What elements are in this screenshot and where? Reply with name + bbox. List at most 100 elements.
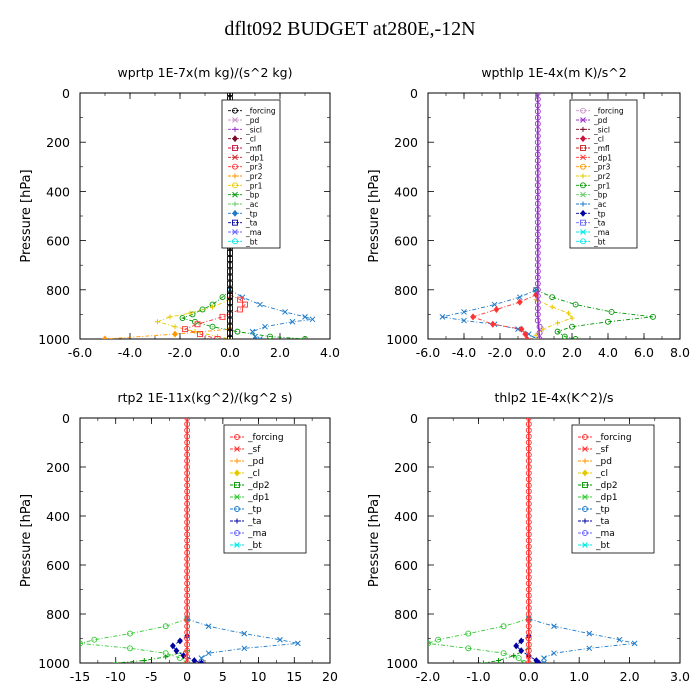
legend-marker bbox=[232, 182, 238, 189]
y-tick-label: 0 bbox=[62, 411, 70, 426]
series-marker bbox=[184, 531, 191, 538]
y-tick-label: 400 bbox=[46, 184, 70, 199]
legend-marker bbox=[580, 135, 586, 143]
panel-3: rtp2 1E-11x(kg^2)/(kg^2 s) Pressure [hPa]… bbox=[19, 390, 338, 684]
series-marker bbox=[489, 320, 496, 328]
y-tick-label: 800 bbox=[46, 607, 70, 622]
series-marker bbox=[184, 513, 191, 519]
series-line-tp bbox=[229, 289, 313, 339]
series-marker bbox=[227, 329, 233, 336]
legend-label: _bt bbox=[245, 237, 258, 246]
y-tick-label: 1000 bbox=[38, 656, 70, 671]
legend-marker bbox=[580, 209, 586, 217]
legend-label: _bt bbox=[593, 237, 606, 246]
y-tick-label: 800 bbox=[46, 283, 70, 298]
series-marker bbox=[295, 640, 301, 647]
series-marker bbox=[184, 568, 191, 575]
series-marker bbox=[534, 237, 541, 244]
series-marker bbox=[511, 653, 517, 659]
series-marker bbox=[525, 457, 532, 464]
legend-marker bbox=[580, 201, 586, 207]
legend-label: _pr2 bbox=[245, 172, 263, 181]
series-marker bbox=[534, 305, 541, 312]
legend-label: _tp bbox=[595, 505, 610, 515]
legend-marker bbox=[232, 117, 238, 123]
legend-label: _tp bbox=[247, 505, 262, 515]
series-marker bbox=[534, 182, 541, 189]
legend-label: _bt bbox=[595, 541, 610, 551]
series-marker bbox=[631, 640, 638, 647]
series-marker bbox=[525, 488, 532, 495]
series-marker bbox=[534, 145, 541, 152]
series-marker bbox=[534, 274, 541, 281]
x-tick-label: 0.0 bbox=[526, 345, 546, 360]
series-marker bbox=[533, 336, 539, 339]
x-tick-label: -2.0 bbox=[168, 345, 192, 360]
series-line-pr3 bbox=[471, 294, 537, 339]
legend-marker bbox=[234, 542, 240, 548]
series-marker bbox=[524, 335, 530, 339]
x-tick-label: -6.0 bbox=[68, 345, 92, 360]
series-marker bbox=[141, 658, 147, 663]
series-marker bbox=[184, 647, 191, 654]
legend-marker bbox=[234, 446, 240, 452]
series-marker bbox=[227, 280, 233, 287]
legend-label: _ta bbox=[595, 517, 610, 527]
plot-frame bbox=[79, 92, 331, 340]
series-marker bbox=[127, 630, 133, 637]
series-marker bbox=[80, 640, 83, 647]
series-marker bbox=[194, 321, 201, 328]
series-marker bbox=[565, 310, 571, 316]
series-marker bbox=[525, 451, 532, 458]
series-marker bbox=[534, 311, 541, 318]
series-group bbox=[428, 418, 638, 663]
series-marker bbox=[572, 336, 579, 339]
series-marker bbox=[191, 657, 198, 663]
series-marker bbox=[534, 262, 541, 269]
series-marker bbox=[184, 482, 191, 489]
legend-label: _forcing bbox=[595, 433, 632, 443]
series-marker bbox=[534, 206, 541, 213]
y-tick-label: 600 bbox=[46, 234, 70, 249]
y-axis-label: Pressure [hPa] bbox=[367, 494, 382, 587]
y-tick-label: 800 bbox=[394, 283, 418, 298]
legend-marker bbox=[582, 542, 588, 548]
legend-marker bbox=[582, 434, 588, 440]
panel-title: wprtp 1E-7x(m kg)/(s^2 kg) bbox=[118, 65, 293, 80]
legend-label: _dp1 bbox=[593, 153, 612, 162]
series-marker bbox=[252, 333, 258, 339]
series-marker bbox=[525, 580, 532, 587]
x-tick-label: 15 bbox=[286, 669, 302, 684]
series-line-cl bbox=[536, 93, 541, 339]
series-marker bbox=[277, 636, 283, 643]
series-marker bbox=[534, 93, 541, 96]
series-marker bbox=[534, 102, 541, 109]
series-marker bbox=[182, 326, 188, 333]
series-marker bbox=[184, 635, 191, 642]
series-marker bbox=[210, 304, 215, 310]
series-marker bbox=[184, 580, 191, 587]
series-marker bbox=[227, 293, 233, 299]
y-axis-label: Pressure [hPa] bbox=[367, 169, 382, 262]
series-marker bbox=[184, 439, 191, 446]
series-marker bbox=[534, 151, 541, 158]
series-marker bbox=[525, 482, 532, 489]
x-tick-label: 0 bbox=[183, 669, 191, 684]
legend-label: _tp bbox=[245, 209, 258, 218]
series-marker bbox=[616, 636, 623, 643]
legend-marker bbox=[232, 107, 238, 114]
series-group bbox=[102, 93, 316, 339]
series-marker bbox=[184, 653, 191, 660]
series-line-dp2 bbox=[483, 647, 529, 663]
series-marker bbox=[227, 256, 233, 262]
series-marker bbox=[525, 519, 532, 526]
series-marker bbox=[534, 188, 541, 195]
panel-title: wpthlp 1E-4x(m K)/s^2 bbox=[481, 65, 626, 80]
series-marker bbox=[534, 194, 541, 201]
legend-box bbox=[223, 424, 307, 554]
series-marker bbox=[515, 655, 522, 662]
series-marker bbox=[184, 427, 191, 434]
series-marker bbox=[569, 315, 575, 321]
series-marker bbox=[167, 314, 173, 320]
x-tick-label: -4.0 bbox=[452, 345, 476, 360]
